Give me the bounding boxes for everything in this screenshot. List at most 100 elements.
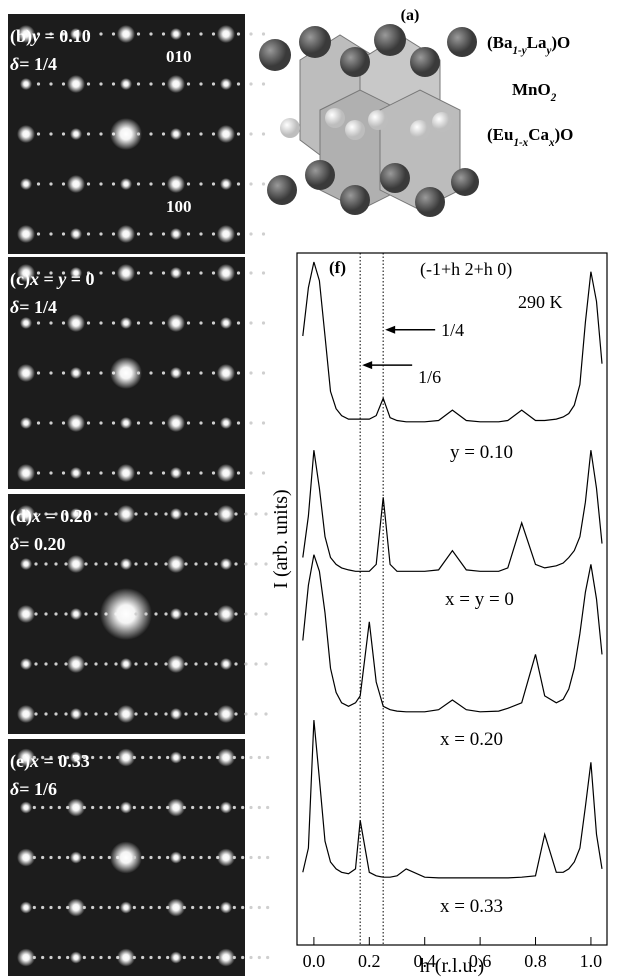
bragg-spot bbox=[217, 848, 235, 867]
satellite-spot bbox=[149, 82, 153, 86]
x-tick-label: 0.2 bbox=[358, 951, 381, 971]
bragg-spot bbox=[17, 748, 35, 767]
satellite-spot bbox=[207, 905, 211, 910]
satellite-spot bbox=[82, 755, 86, 760]
satellite-spot bbox=[86, 421, 91, 425]
bragg-spot bbox=[70, 467, 82, 479]
series-label: x = y = 0 bbox=[445, 589, 514, 610]
satellite-spot bbox=[66, 755, 70, 760]
bragg-spot bbox=[120, 317, 132, 329]
satellite-spot bbox=[99, 471, 103, 475]
satellite-spot bbox=[104, 662, 108, 666]
satellite-spot bbox=[57, 855, 61, 860]
satellite-spot bbox=[211, 232, 216, 236]
satellite-spot bbox=[61, 421, 66, 425]
satellite-spot bbox=[216, 905, 220, 910]
satellite-spot bbox=[36, 182, 41, 186]
satellite-spot bbox=[99, 132, 103, 136]
bragg-spot bbox=[120, 558, 132, 570]
satellite-spot bbox=[111, 182, 116, 186]
satellite-spot bbox=[116, 905, 120, 910]
satellite-spot bbox=[82, 955, 86, 960]
subscript: 2 bbox=[550, 92, 557, 104]
satellite-spot bbox=[249, 182, 253, 186]
satellite-spot bbox=[254, 562, 258, 566]
bragg-spot bbox=[17, 125, 35, 143]
satellite-spot bbox=[86, 321, 91, 325]
satellite-spot bbox=[161, 421, 166, 425]
satellite-spot bbox=[64, 712, 68, 716]
satellite-spot bbox=[266, 805, 270, 810]
chart-subtitle: 290 K bbox=[518, 292, 563, 312]
bragg-spot bbox=[220, 801, 232, 814]
series-label: y = 0.10 bbox=[450, 442, 513, 463]
satellite-spot bbox=[182, 905, 186, 910]
satellite-spot bbox=[64, 662, 68, 666]
satellite-spot bbox=[57, 805, 61, 810]
satellite-spot bbox=[161, 471, 166, 475]
satellite-spot bbox=[61, 371, 66, 375]
formula: (Eu1-xCax)O bbox=[487, 125, 573, 149]
satellite-spot bbox=[61, 271, 66, 275]
bragg-spot bbox=[170, 28, 182, 40]
satellite-spot bbox=[149, 805, 153, 810]
bragg-spot bbox=[20, 78, 32, 90]
satellite-spot bbox=[99, 32, 103, 36]
satellite-spot bbox=[111, 32, 116, 36]
satellite-spot bbox=[94, 662, 98, 666]
satellite-spot bbox=[86, 82, 91, 86]
bragg-spot bbox=[70, 751, 82, 764]
x-axis-label: h (r.l.u.) bbox=[420, 955, 484, 977]
satellite-spot bbox=[186, 321, 191, 325]
x-tick-label: 1.0 bbox=[580, 951, 603, 971]
panel-label: (b) bbox=[10, 26, 32, 47]
bragg-spot bbox=[20, 801, 32, 814]
diffraction-pattern bbox=[8, 494, 268, 734]
satellite-spot bbox=[86, 132, 91, 136]
satellite-spot bbox=[186, 232, 191, 236]
satellite-spot bbox=[186, 471, 191, 475]
satellite-spot bbox=[32, 805, 36, 810]
satellite-spot bbox=[207, 955, 211, 960]
satellite-spot bbox=[41, 905, 45, 910]
subscript: 1-y bbox=[513, 45, 527, 57]
bragg-spot bbox=[220, 658, 232, 670]
satellite-spot bbox=[149, 421, 153, 425]
satellite-spot bbox=[199, 32, 203, 36]
satellite-spot bbox=[84, 562, 88, 566]
bragg-spot bbox=[217, 505, 235, 523]
bragg-spot bbox=[220, 901, 232, 914]
satellite-spot bbox=[161, 371, 166, 375]
bragg-spot bbox=[70, 267, 82, 279]
satellite-spot bbox=[199, 471, 203, 475]
bragg-spot bbox=[20, 558, 32, 570]
bragg-spot bbox=[120, 178, 132, 190]
satellite-spot bbox=[149, 905, 153, 910]
satellite-spot bbox=[32, 905, 36, 910]
satellite-spot bbox=[164, 562, 168, 566]
satellite-spot bbox=[234, 612, 238, 616]
satellite-spot bbox=[86, 471, 91, 475]
panel-delta: δ= 1/6 bbox=[10, 779, 57, 799]
satellite-spot bbox=[91, 855, 95, 860]
satellite-spot bbox=[54, 512, 58, 516]
satellite-spot bbox=[136, 82, 141, 86]
formula: (Ba1-yLay)O bbox=[487, 33, 570, 57]
text-part: (Ba bbox=[487, 33, 513, 52]
satellite-spot bbox=[141, 755, 145, 760]
satellite-spot bbox=[66, 855, 70, 860]
bragg-spot bbox=[67, 75, 85, 93]
satellite-spot bbox=[99, 905, 103, 910]
satellite-spot bbox=[44, 562, 48, 566]
satellite-spot bbox=[134, 512, 138, 516]
satellite-spot bbox=[164, 512, 168, 516]
satellite-spot bbox=[57, 955, 61, 960]
satellite-spot bbox=[214, 562, 218, 566]
bragg-spot bbox=[70, 708, 82, 720]
satellite-spot bbox=[199, 855, 203, 860]
subscript: x bbox=[548, 137, 555, 149]
satellite-spot bbox=[241, 855, 245, 860]
bragg-spot bbox=[120, 901, 132, 914]
series-label: x = 0.20 bbox=[440, 729, 503, 750]
satellite-spot bbox=[164, 612, 168, 616]
